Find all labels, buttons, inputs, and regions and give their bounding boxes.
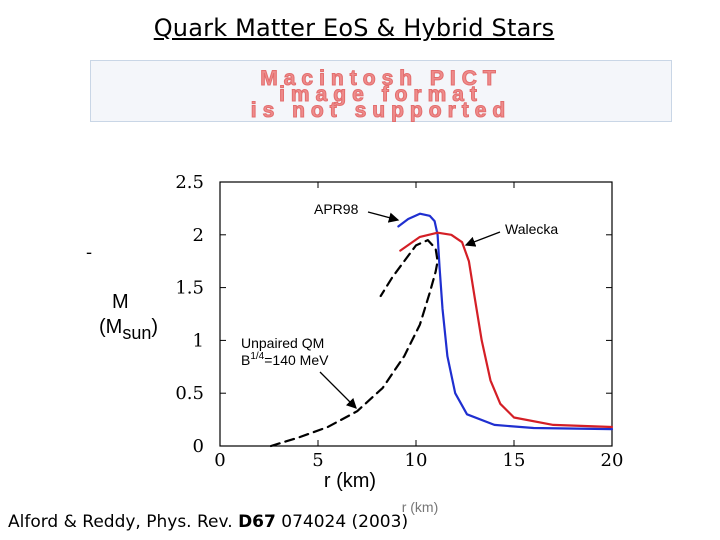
y-tick-label: 2 — [193, 225, 204, 246]
x-tick-label: 0 — [214, 450, 225, 471]
pict-line-1: Macintosh PICT — [260, 67, 502, 90]
x-tick-label: 20 — [601, 450, 624, 471]
walecka-label: Walecka — [505, 221, 558, 237]
citation: Alford & Reddy, Phys. Rev. D67 074024 (2… — [8, 512, 408, 532]
qm-label-rest: =140 MeV — [264, 352, 329, 368]
y-axis-unit-close: ) — [151, 316, 158, 338]
walecka-arrow — [464, 231, 501, 247]
y-tick-label: 1.5 — [175, 278, 204, 299]
qm-arrow — [319, 371, 357, 409]
pict-line-3: is not supported — [250, 99, 512, 122]
qm-label-line2: B1/4=140 MeV — [241, 351, 329, 368]
y-tick-label: 0.5 — [175, 383, 204, 404]
citation-prefix: Alford & Reddy, Phys. Rev. — [8, 512, 239, 532]
y-tick-label: 2.5 — [175, 172, 204, 193]
y-tick-label: 1 — [193, 330, 204, 351]
x-axis-label: r (km) — [324, 470, 376, 492]
y-axis-unit-open: (Msun) — [99, 316, 158, 343]
y-tick-label: 0 — [193, 436, 204, 457]
qm-label-line1: Unpaired QM — [241, 335, 324, 351]
pict-line-2: image format — [279, 83, 483, 106]
apr98-label: APR98 — [314, 201, 359, 217]
x-tick-label: 10 — [405, 450, 428, 471]
x-tick-label: 5 — [312, 450, 323, 471]
series-line-apr98 — [397, 212, 614, 431]
citation-volume: D67 — [238, 512, 276, 532]
series-line-unpaired-qm — [269, 239, 439, 448]
slide-title: Quark Matter EoS & Hybrid Stars — [153, 14, 555, 42]
series-line-walecka — [399, 231, 614, 429]
pict-placeholder-image: Macintosh PICT image format is not suppo… — [90, 60, 672, 122]
qm-label-exp: 1/4 — [250, 351, 264, 362]
x-tick-label: 15 — [503, 450, 526, 471]
apr98-arrow — [367, 211, 400, 223]
y-axis-label: M — [112, 291, 129, 313]
y-axis-unit: (M — [99, 316, 122, 338]
qm-label-b: B — [241, 352, 250, 368]
y-axis-unit-sub: sun — [122, 323, 151, 343]
citation-suffix: 074024 (2003) — [275, 512, 409, 532]
x-axis-label-ghost: r (km) — [402, 499, 439, 515]
stray-mark: - — [86, 242, 92, 263]
